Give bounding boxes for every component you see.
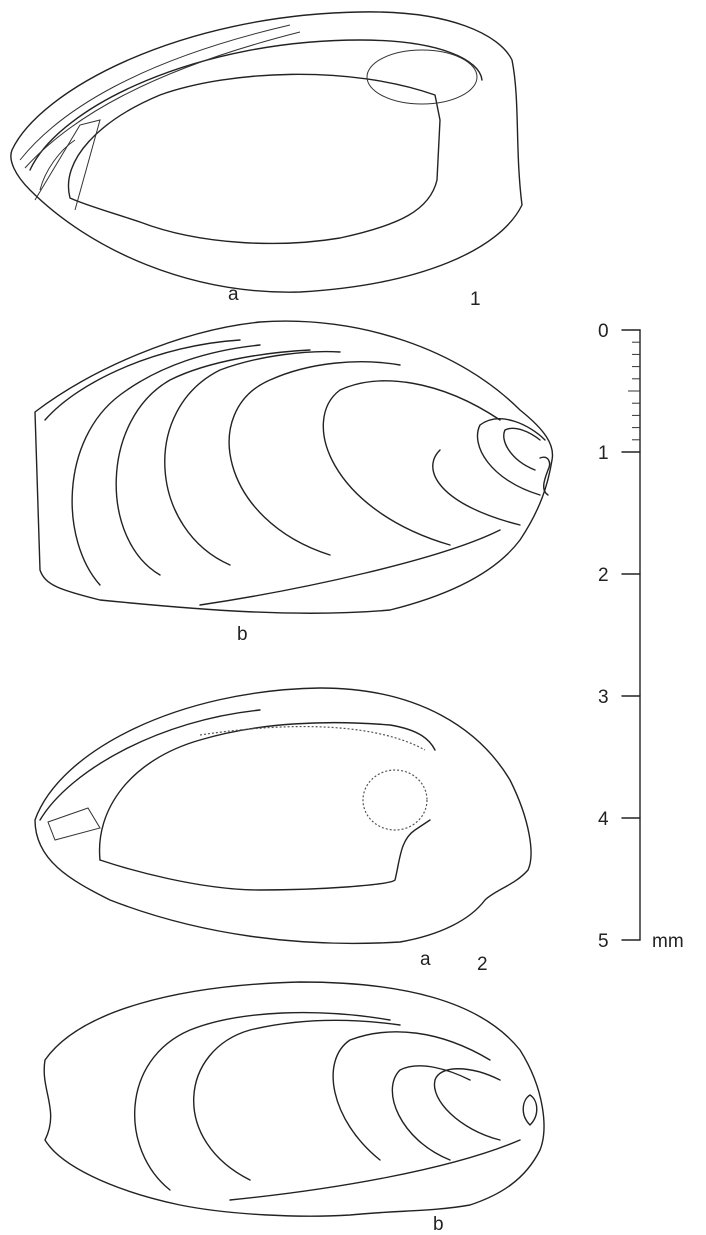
scale-label: 3 [598,687,609,708]
scale-label: 1 [598,443,609,464]
scale-bar: 0 1 2 3 4 5 mm [598,321,684,952]
shell-2b [43,981,545,1217]
scale-label: 0 [598,321,609,342]
scale-label: 2 [598,565,609,586]
scale-label: 4 [598,809,609,830]
shell-1a [10,11,523,293]
view-label: a [420,949,431,970]
figure-number: 2 [477,954,488,975]
shell-2a [34,687,532,945]
view-label: a [228,284,239,305]
scale-unit: mm [652,931,684,952]
shell-1b [34,320,554,614]
view-label: b [237,624,248,645]
view-label: b [433,1214,444,1235]
scale-label: 5 [598,931,609,952]
figure-number: 1 [470,289,481,310]
